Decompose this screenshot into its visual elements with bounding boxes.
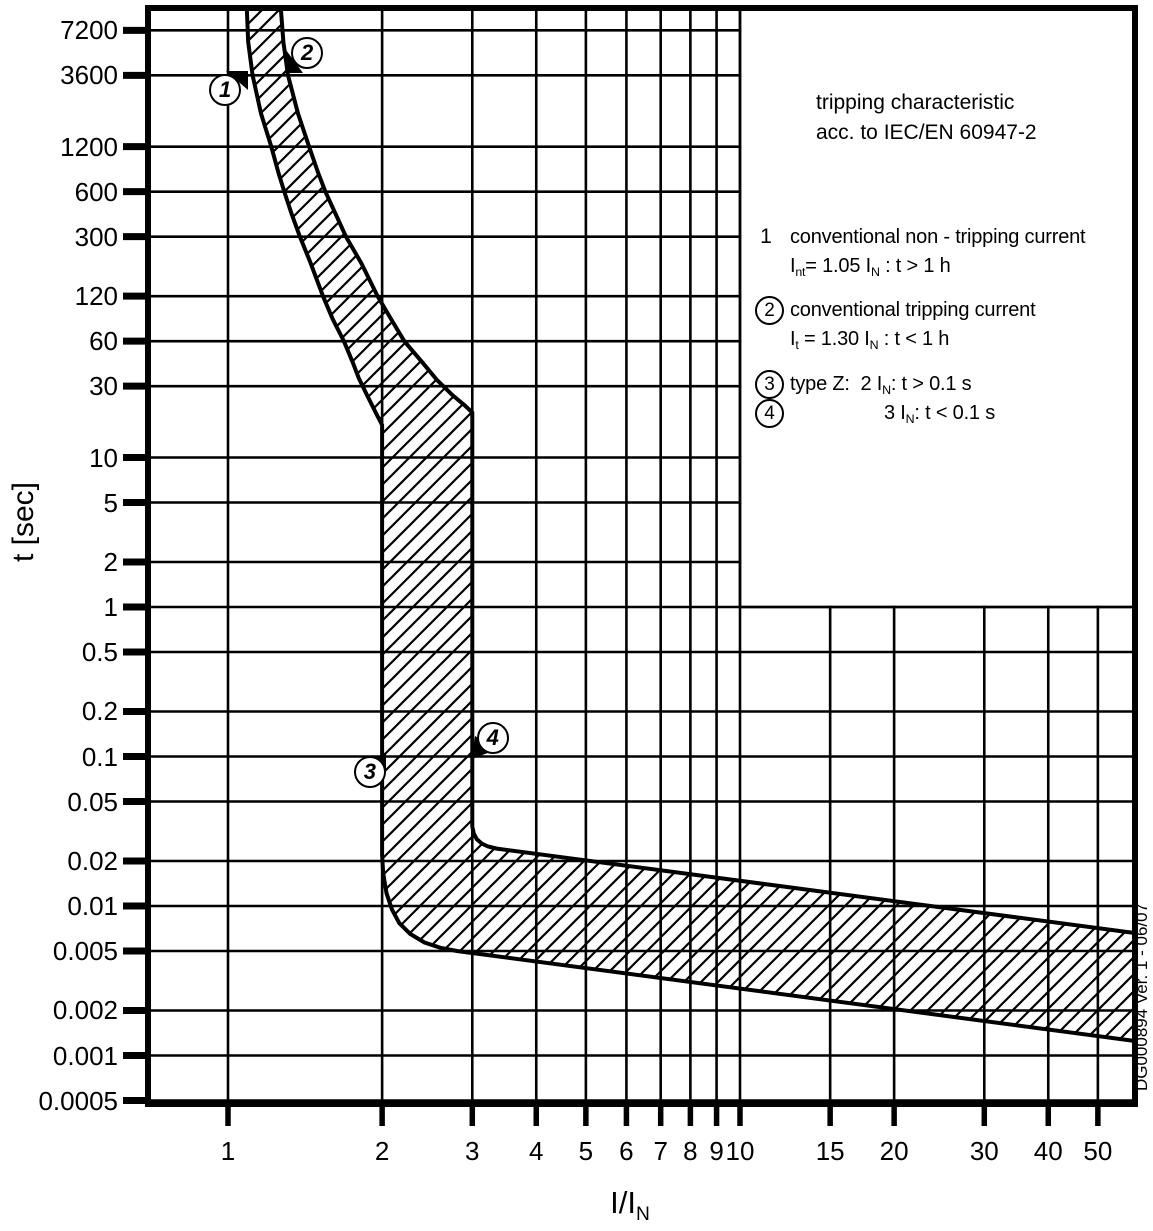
y-tick-label: 0.01 xyxy=(67,891,118,921)
x-tick-label: 6 xyxy=(619,1136,634,1166)
x-tick-label: 50 xyxy=(1083,1136,1113,1166)
x-tick-label: 5 xyxy=(578,1136,594,1166)
plot-border xyxy=(145,5,1138,1107)
legend-item-3-text: type Z: 2 IN: t > 0.1 s xyxy=(790,373,972,398)
legend-item-2-text: conventional tripping current xyxy=(790,299,1036,321)
legend-item-2-formula: It = 1.30 IN : t < 1 h xyxy=(790,328,950,353)
y-tick-label: 7200 xyxy=(60,15,118,46)
axis-ticks xyxy=(123,26,1101,1126)
curve-marker-1: 1 xyxy=(209,74,242,107)
document-reference: DG000894 Ver. 1 - 06/07 xyxy=(1132,902,1151,1092)
y-tick-label: 0.002 xyxy=(52,995,118,1026)
legend-item-4-text: 3 IN: t < 0.1 s xyxy=(884,402,996,427)
x-tick-label: 4 xyxy=(529,1136,544,1166)
y-tick-label: 1 xyxy=(103,592,118,622)
legend-item-1-text: conventional non - tripping current xyxy=(790,226,1086,248)
legend-item-3-number: 3 xyxy=(755,370,784,399)
y-tick-label: 600 xyxy=(74,176,118,207)
chart-title-line2: acc. to IEC/EN 60947-2 xyxy=(816,121,1037,144)
legend-item-1-number: 1 xyxy=(760,225,772,248)
y-tick-label: 0.02 xyxy=(67,845,118,876)
curve-marker-3: 3 xyxy=(353,756,386,789)
y-tick-label: 60 xyxy=(89,326,118,357)
y-tick-label: 0.2 xyxy=(81,696,118,727)
y-tick-label: 2 xyxy=(103,546,118,577)
y-tick-label: 0.1 xyxy=(81,741,118,772)
y-tick-label: 0.05 xyxy=(67,786,118,817)
curve-marker-2: 2 xyxy=(291,36,324,69)
y-tick-label: 10 xyxy=(89,442,118,473)
legend-item-1-formula: Int= 1.05 IN : t > 1 h xyxy=(790,255,951,280)
x-tick-label: 20 xyxy=(879,1136,909,1166)
legend-item-4-number: 4 xyxy=(755,399,784,428)
y-tick-label: 3600 xyxy=(60,60,118,91)
y-tick-label: 0.5 xyxy=(81,637,118,667)
legend-box xyxy=(741,8,1135,606)
tripping-band xyxy=(244,6,1137,1044)
legend-item-2-number: 2 xyxy=(755,296,784,325)
y-tick-label: 300 xyxy=(74,221,118,252)
y-tick-label: 120 xyxy=(74,281,118,312)
y-tick-label: 0.0005 xyxy=(38,1085,118,1116)
y-tick-label: 30 xyxy=(89,371,118,402)
x-tick-label: 1 xyxy=(220,1136,236,1166)
chart-title-line1: tripping characteristic xyxy=(816,91,1015,114)
y-tick-label: 0.001 xyxy=(52,1040,118,1071)
x-axis-title: I/IN xyxy=(610,1185,650,1225)
curve-marker-4: 4 xyxy=(476,721,509,754)
x-tick-label: 9 xyxy=(709,1136,724,1166)
x-tick-label: 10 xyxy=(725,1136,755,1166)
y-tick-label: 5 xyxy=(103,487,118,518)
x-tick-label: 8 xyxy=(683,1136,698,1166)
x-tick-label: 2 xyxy=(374,1136,390,1166)
x-tick-label: 40 xyxy=(1033,1136,1063,1166)
y-tick-label: 1200 xyxy=(60,131,118,162)
x-tick-label: 30 xyxy=(969,1136,999,1166)
x-tick-label: 3 xyxy=(465,1136,480,1166)
y-tick-label: 0.005 xyxy=(52,936,118,966)
x-tick-label: 15 xyxy=(815,1136,845,1166)
x-tick-label: 7 xyxy=(653,1136,668,1166)
